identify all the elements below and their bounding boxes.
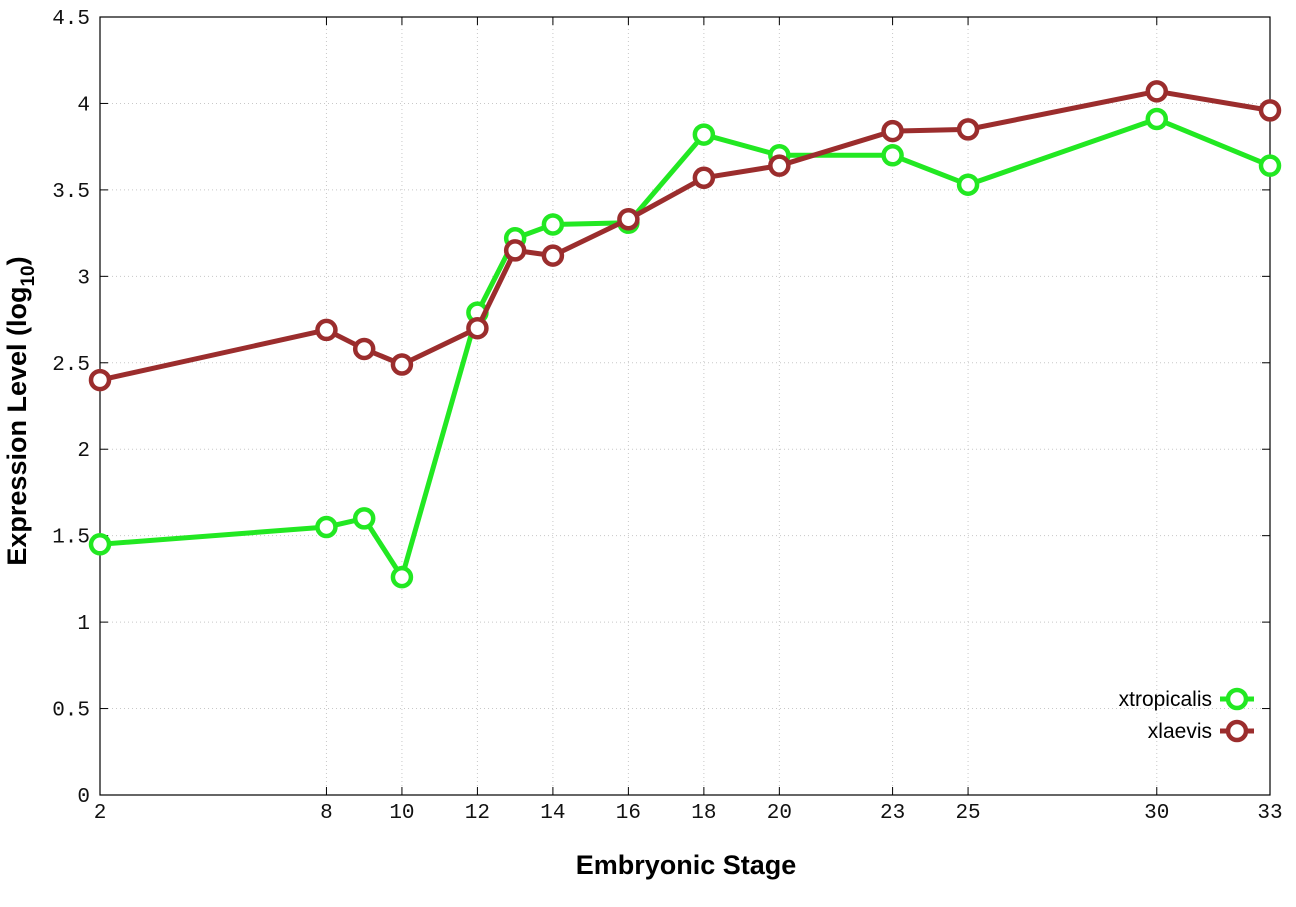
data-point: [956, 173, 980, 196]
data-point: [692, 123, 716, 146]
x-tick-label: 25: [955, 802, 980, 825]
x-tick-label: 30: [1144, 802, 1169, 825]
plot-frame: [99, 16, 1271, 796]
y-tick-label: 3: [77, 267, 90, 290]
data-point: [352, 337, 376, 361]
data-point: [1145, 80, 1169, 103]
y-axis-title-main: Expression Level (log: [2, 287, 32, 566]
data-point: [541, 213, 565, 236]
data-point: [315, 515, 338, 539]
data-point: [541, 244, 565, 267]
data-point: [692, 166, 716, 190]
data-point: [88, 533, 112, 556]
y-tick-label: 0: [77, 786, 90, 809]
legend-label: xtropicalis: [1119, 688, 1212, 711]
grid: [100, 17, 1270, 795]
series-line: [99, 116, 1271, 580]
data-point: [352, 507, 376, 530]
data-point: [315, 318, 338, 342]
x-tick-label: 33: [1257, 802, 1282, 825]
data-point: [1258, 99, 1282, 122]
series-xlaevis: [88, 80, 1282, 392]
x-tick-label: 14: [540, 802, 565, 825]
x-tick-label: 12: [465, 802, 490, 825]
data-point: [881, 144, 904, 167]
x-tick-label: 2: [94, 802, 107, 825]
legend-entry: xtropicalis: [1119, 687, 1254, 711]
x-tick-label: 18: [691, 802, 716, 825]
x-tick-label: 8: [320, 802, 333, 825]
y-tick-label: 2: [77, 440, 90, 463]
y-axis-title-close: ): [2, 256, 32, 265]
series-xtropicalis: [88, 107, 1282, 589]
series-line: [99, 88, 1271, 383]
x-tick-label: 20: [767, 802, 792, 825]
data-point: [881, 119, 904, 143]
legend: xtropicalis xlaevis: [1119, 687, 1254, 743]
data-point: [617, 208, 640, 231]
y-tick-label: 2.5: [52, 354, 90, 377]
legend-entry: xlaevis: [1148, 719, 1254, 743]
y-tick-label: 0.5: [52, 700, 90, 723]
data-point: [466, 316, 489, 340]
y-axis-title: Expression Level (log10): [2, 256, 39, 565]
y-tick-label: 1: [77, 613, 90, 636]
y-tick-label: 1.5: [52, 527, 90, 550]
data-point: [390, 353, 414, 376]
y-axis-title-subscript: 10: [18, 265, 39, 286]
series-lines: [88, 80, 1282, 589]
data-point: [503, 239, 527, 262]
y-tick-label: 3.5: [52, 181, 90, 204]
data-point: [1258, 154, 1282, 177]
x-tick-label: 23: [880, 802, 905, 825]
x-axis-title: Embryonic Stage: [576, 850, 797, 880]
legend-swatch-marker: [1225, 687, 1249, 711]
data-point: [956, 118, 980, 141]
legend-swatch-marker: [1225, 719, 1249, 743]
y-tick-label: 4: [77, 94, 90, 117]
data-point: [88, 368, 112, 392]
data-point: [390, 565, 414, 589]
y-tick-label: 4.5: [52, 8, 90, 31]
x-tick-label: 16: [616, 802, 641, 825]
x-tick-label: 10: [389, 802, 414, 825]
legend-label: xlaevis: [1148, 720, 1212, 743]
data-point: [1145, 107, 1169, 131]
axis-ticks: 0 0.5 1 1.5 2 2.5 3 3.5 4 4.5 2 8 10 12 14 16 18 20 23 25 30…: [52, 8, 1282, 825]
data-point: [768, 154, 791, 177]
